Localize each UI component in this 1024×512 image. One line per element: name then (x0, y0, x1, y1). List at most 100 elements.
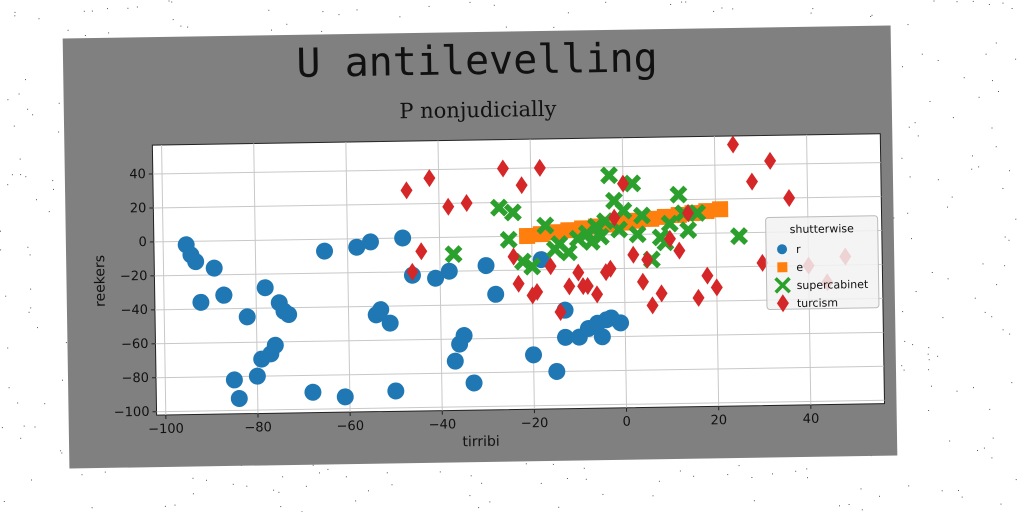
data-point-turcism (646, 296, 659, 315)
noise-speck (753, 500, 755, 502)
noise-speck (48, 211, 50, 213)
noise-speck (978, 96, 980, 98)
data-point-r (205, 259, 223, 277)
y-tick-label: −20 (120, 269, 148, 284)
data-point-e (518, 227, 536, 245)
noise-speck (685, 1, 687, 3)
noise-speck (469, 1, 471, 3)
noise-speck (52, 180, 54, 182)
noise-speck (914, 122, 916, 124)
noise-speck (907, 24, 909, 26)
chart-plot: −100 −80 −60 −40 −20 0 20 40 −100 −80 −60 −40 −20 0 20… (92, 133, 886, 450)
noise-speck (469, 495, 471, 497)
noise-speck (721, 7, 723, 9)
y-tick-label: −40 (120, 303, 148, 318)
noise-speck (972, 0, 974, 2)
noise-speck (937, 60, 939, 61)
noise-speck (973, 387, 974, 389)
noise-speck (20, 437, 22, 439)
noise-speck (540, 482, 542, 484)
data-point-turcism (655, 284, 668, 303)
noise-speck (839, 505, 840, 507)
x-gridline (345, 142, 351, 413)
noise-speck (338, 14, 340, 16)
noise-speck (901, 157, 903, 159)
data-point-turcism (692, 288, 705, 307)
noise-speck (952, 117, 954, 119)
data-point-turcism (400, 181, 413, 200)
noise-speck (104, 471, 106, 473)
noise-speck (44, 403, 46, 405)
data-point-r (256, 279, 274, 297)
data-point-turcism (673, 241, 686, 260)
noise-speck (174, 504, 176, 506)
noise-speck (795, 470, 797, 472)
noise-speck (53, 188, 54, 190)
legend-label-r: r (796, 243, 801, 256)
noise-speck (428, 5, 430, 7)
noise-speck (928, 410, 930, 411)
data-point-turcism (460, 194, 473, 213)
noise-speck (995, 146, 997, 148)
y-gridline (153, 229, 882, 243)
y-tick-label: 20 (130, 201, 147, 216)
data-point-turcism (563, 277, 576, 296)
y-gridline (153, 196, 882, 209)
data-point-turcism (764, 151, 777, 170)
noise-speck (937, 355, 939, 357)
noise-speck (1004, 236, 1006, 238)
noise-speck (192, 477, 194, 479)
noise-speck (566, 478, 568, 479)
data-point-supercabinet (679, 221, 698, 240)
data-point-turcism (533, 158, 546, 177)
noise-speck (391, 484, 393, 486)
noise-speck (171, 1, 173, 3)
noise-speck (679, 470, 681, 472)
data-point-turcism (415, 242, 428, 261)
noise-speck (585, 478, 587, 480)
noise-speck (164, 505, 166, 507)
noise-speck (908, 485, 910, 487)
noise-speck (928, 369, 930, 371)
noise-speck (812, 8, 814, 10)
noise-speck (951, 196, 953, 198)
noise-speck (312, 464, 314, 466)
data-point-turcism (636, 272, 649, 291)
noise-speck (903, 369, 905, 371)
noise-speck (988, 4, 990, 5)
data-point-supercabinet (730, 227, 749, 246)
noise-speck (870, 16, 872, 17)
noise-speck (1015, 218, 1017, 220)
data-point-r (361, 233, 379, 251)
y-tick-label: −80 (121, 371, 149, 386)
noise-speck (282, 476, 284, 478)
noise-speck (1015, 58, 1017, 60)
data-point-r (336, 388, 354, 406)
noise-speck (602, 493, 604, 495)
noise-speck (91, 10, 93, 12)
noise-speck (1011, 8, 1013, 9)
noise-speck (996, 284, 998, 286)
data-point-r (446, 352, 464, 370)
noise-speck (947, 206, 948, 208)
noise-speck (305, 485, 307, 487)
noise-speck (991, 316, 993, 318)
data-point-r (465, 374, 483, 392)
y-gridline (156, 365, 884, 379)
noise-speck (345, 476, 347, 478)
legend-marker-supercabinet (774, 276, 791, 294)
legend-box (765, 215, 880, 310)
noise-speck (871, 14, 873, 16)
data-point-r (525, 346, 543, 364)
noise-speck (27, 108, 29, 110)
noise-speck (168, 0, 170, 2)
noise-speck (31, 479, 32, 481)
data-point-turcism (604, 259, 617, 278)
legend-label-turcism: turcism (797, 296, 838, 310)
noise-speck (81, 474, 83, 476)
noise-speck (942, 317, 944, 319)
noise-speck (977, 450, 978, 451)
noise-speck (399, 16, 401, 18)
noise-speck (368, 490, 369, 492)
data-point-turcism (745, 172, 758, 191)
